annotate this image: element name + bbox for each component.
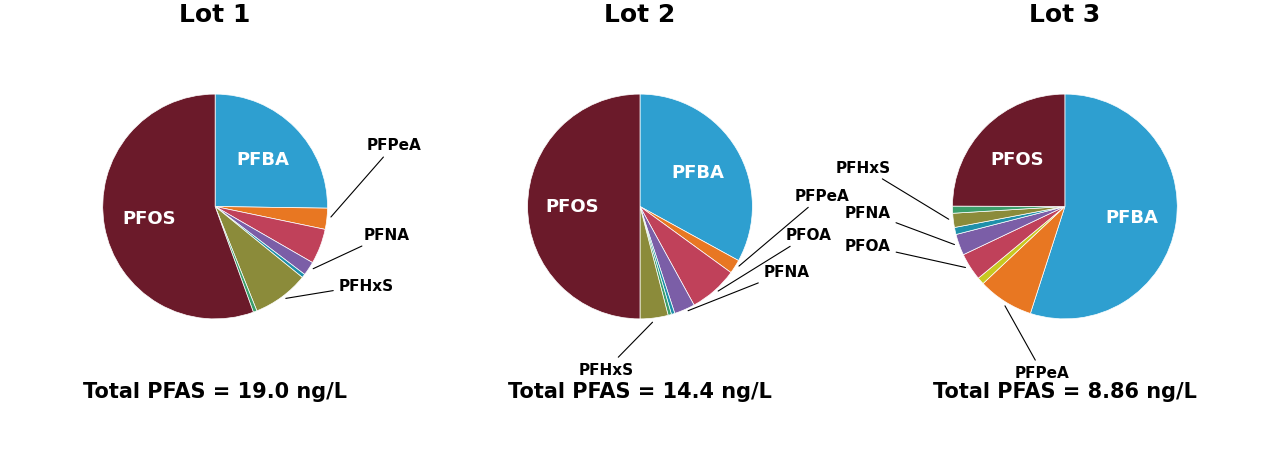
- Wedge shape: [983, 207, 1065, 314]
- Text: Total PFAS = 19.0 ng/L: Total PFAS = 19.0 ng/L: [83, 381, 347, 401]
- Wedge shape: [640, 207, 672, 316]
- Wedge shape: [215, 207, 257, 313]
- Text: PFHxS: PFHxS: [285, 278, 394, 299]
- Wedge shape: [640, 207, 668, 319]
- Text: PFHxS: PFHxS: [836, 160, 948, 220]
- Text: PFOS: PFOS: [122, 210, 175, 228]
- Wedge shape: [964, 207, 1065, 279]
- Text: PFHxS: PFHxS: [579, 322, 653, 377]
- Wedge shape: [215, 207, 305, 278]
- Wedge shape: [640, 207, 675, 315]
- Text: PFOA: PFOA: [845, 239, 965, 268]
- Title: Lot 1: Lot 1: [179, 3, 251, 27]
- Text: Total PFAS = 14.4 ng/L: Total PFAS = 14.4 ng/L: [508, 381, 772, 401]
- Wedge shape: [102, 95, 253, 319]
- Text: PFBA: PFBA: [1105, 208, 1158, 226]
- Wedge shape: [215, 207, 312, 275]
- Text: PFBA: PFBA: [237, 151, 289, 169]
- Wedge shape: [1030, 95, 1178, 319]
- Text: PFNA: PFNA: [689, 265, 810, 311]
- Wedge shape: [215, 207, 325, 263]
- Wedge shape: [640, 207, 739, 273]
- Text: PFNA: PFNA: [845, 205, 955, 245]
- Wedge shape: [952, 207, 1065, 214]
- Wedge shape: [956, 207, 1065, 255]
- Text: PFOA: PFOA: [718, 228, 832, 291]
- Wedge shape: [640, 207, 731, 305]
- Text: PFPeA: PFPeA: [739, 189, 850, 267]
- Title: Lot 2: Lot 2: [604, 3, 676, 27]
- Wedge shape: [978, 207, 1065, 284]
- Wedge shape: [955, 207, 1065, 235]
- Text: PFOS: PFOS: [545, 198, 599, 216]
- Text: PFNA: PFNA: [314, 228, 410, 269]
- Wedge shape: [952, 207, 1065, 228]
- Text: PFPeA: PFPeA: [332, 138, 421, 217]
- Text: PFOS: PFOS: [991, 150, 1044, 168]
- Wedge shape: [215, 207, 302, 311]
- Wedge shape: [640, 95, 753, 261]
- Wedge shape: [640, 207, 694, 314]
- Text: PFPeA: PFPeA: [1005, 306, 1070, 381]
- Text: Total PFAS = 8.86 ng/L: Total PFAS = 8.86 ng/L: [933, 381, 1197, 401]
- Wedge shape: [215, 95, 328, 209]
- Wedge shape: [952, 95, 1065, 207]
- Title: Lot 3: Lot 3: [1029, 3, 1101, 27]
- Wedge shape: [215, 207, 328, 230]
- Text: PFBA: PFBA: [672, 164, 724, 182]
- Wedge shape: [527, 95, 640, 319]
